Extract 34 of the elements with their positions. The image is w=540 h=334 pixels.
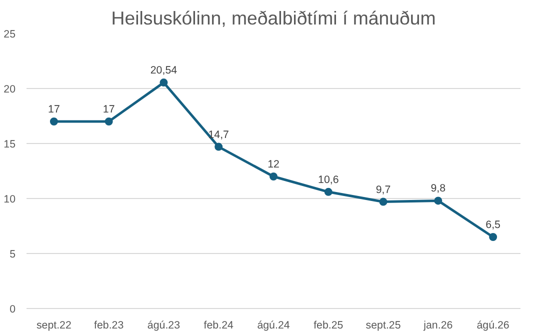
data-label: 9,7 — [376, 184, 391, 196]
data-label: 12 — [268, 158, 280, 170]
chart-title: Heilsuskólinn, meðalbiðtími í mánuðum — [111, 8, 436, 28]
data-label: 14,7 — [208, 128, 230, 141]
x-tick-label: ágú.26 — [476, 320, 510, 332]
x-tick-label: sept.25 — [366, 320, 401, 332]
x-tick-label: sept.22 — [36, 320, 72, 332]
data-label: 9,8 — [430, 182, 446, 195]
x-tick-label: feb.25 — [314, 320, 344, 332]
point — [324, 188, 332, 196]
y-tick-label: 20 — [4, 84, 16, 96]
y-tick-label: 10 — [4, 194, 16, 206]
point — [214, 142, 223, 151]
data-label: 10,6 — [318, 174, 339, 186]
y-tick-label: 5 — [10, 248, 16, 260]
point — [379, 198, 388, 206]
point — [434, 196, 442, 205]
point — [160, 78, 168, 87]
x-tick-label: ágú.24 — [257, 320, 290, 332]
y-tick-label: 15 — [4, 138, 16, 150]
point — [104, 118, 113, 126]
data-label: 6,5 — [486, 219, 501, 231]
point — [50, 118, 58, 126]
data-label: 17 — [48, 104, 60, 116]
y-tick-label: 25 — [4, 28, 16, 40]
x-tick-label: feb.23 — [94, 320, 124, 332]
point — [489, 233, 498, 241]
point — [270, 172, 278, 180]
y-tick-label: 0 — [10, 304, 16, 316]
data-label: 20,54 — [150, 64, 178, 77]
data-label: 17 — [102, 104, 115, 116]
x-tick-label: feb.24 — [204, 320, 234, 332]
x-tick-label: jan.26 — [422, 320, 453, 332]
x-tick-label: ágú.23 — [147, 320, 180, 332]
